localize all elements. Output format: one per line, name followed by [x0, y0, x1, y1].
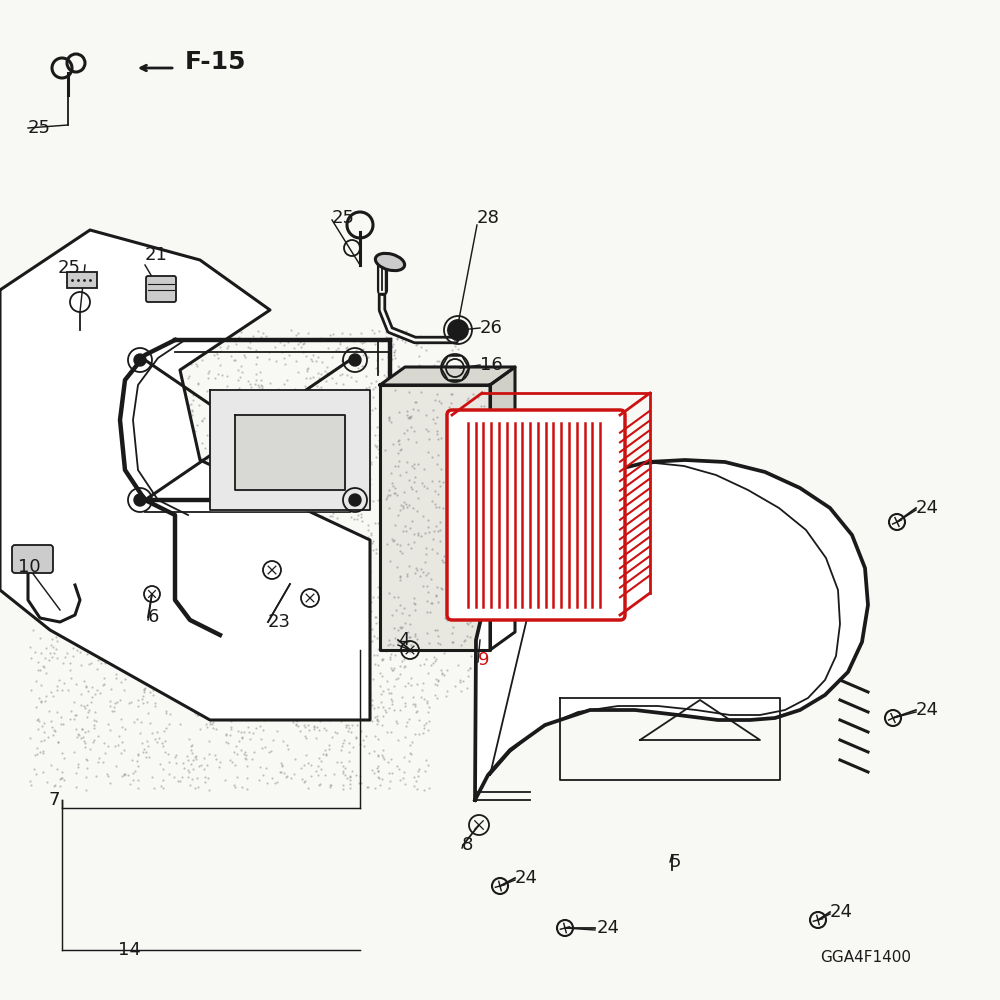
- Circle shape: [349, 354, 361, 366]
- Text: 6: 6: [148, 608, 159, 626]
- Text: 25: 25: [332, 209, 355, 227]
- Polygon shape: [380, 367, 515, 385]
- Ellipse shape: [375, 253, 405, 271]
- Text: 21: 21: [145, 246, 168, 264]
- Polygon shape: [0, 230, 370, 720]
- Text: 8: 8: [462, 836, 473, 854]
- Text: 24: 24: [916, 701, 939, 719]
- Text: 28: 28: [477, 209, 500, 227]
- Text: 25: 25: [28, 119, 51, 137]
- Circle shape: [448, 320, 468, 340]
- Polygon shape: [490, 367, 515, 650]
- Polygon shape: [475, 460, 868, 800]
- Text: 7: 7: [48, 791, 60, 809]
- Text: 25: 25: [58, 259, 81, 277]
- Text: 26: 26: [480, 319, 503, 337]
- Text: 4: 4: [398, 631, 410, 649]
- Bar: [67, 272, 97, 288]
- Circle shape: [134, 494, 146, 506]
- Polygon shape: [235, 415, 345, 490]
- Text: 24: 24: [830, 903, 853, 921]
- Text: 16: 16: [480, 356, 503, 374]
- Text: 24: 24: [916, 499, 939, 517]
- Text: 5: 5: [670, 853, 682, 871]
- Text: GGA4F1400: GGA4F1400: [820, 950, 911, 966]
- Text: 10: 10: [18, 558, 41, 576]
- Polygon shape: [210, 390, 370, 510]
- Text: 24: 24: [515, 869, 538, 887]
- Circle shape: [134, 354, 146, 366]
- Circle shape: [451, 323, 465, 337]
- Text: F-15: F-15: [185, 50, 246, 74]
- Text: 24: 24: [597, 919, 620, 937]
- Text: 9: 9: [478, 651, 490, 669]
- Text: 14: 14: [118, 941, 141, 959]
- FancyBboxPatch shape: [146, 276, 176, 302]
- Polygon shape: [380, 385, 490, 650]
- FancyBboxPatch shape: [12, 545, 53, 573]
- Text: 23: 23: [268, 613, 291, 631]
- Circle shape: [349, 494, 361, 506]
- FancyBboxPatch shape: [447, 410, 625, 620]
